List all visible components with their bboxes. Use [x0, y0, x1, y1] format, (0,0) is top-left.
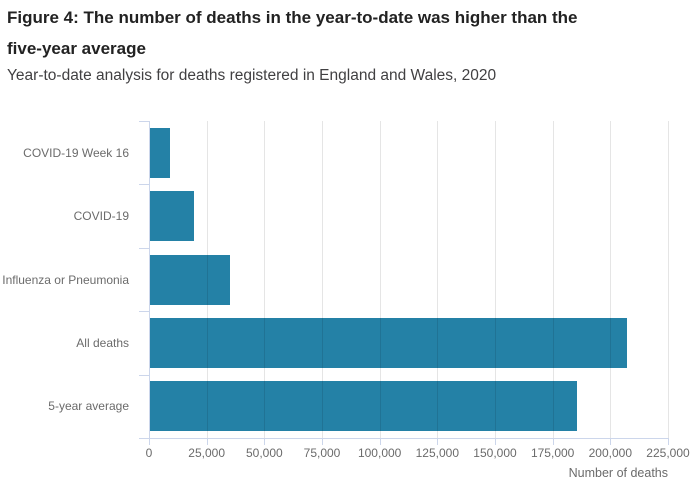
y-axis-line [149, 121, 150, 438]
bar-covid-19[interactable] [150, 191, 194, 242]
x-tick-label: 75,000 [303, 446, 341, 460]
category-tick [139, 121, 149, 122]
category-tick [139, 248, 149, 249]
category-tick [139, 375, 149, 376]
category-tick [139, 184, 149, 185]
gridline [206, 121, 208, 438]
x-axis-tick [322, 439, 323, 445]
x-axis-line [149, 438, 669, 439]
x-axis-title: Number of deaths [568, 466, 668, 480]
category-label: 5-year average [48, 399, 129, 414]
plot-area [139, 121, 669, 445]
gridline [668, 121, 669, 438]
x-axis-tick [552, 439, 554, 445]
x-tick-label: 25,000 [188, 446, 226, 460]
bar-influenza-or-pneumonia[interactable] [150, 254, 230, 305]
x-axis-tick [379, 439, 381, 445]
gridline [610, 121, 612, 438]
bar-all-deaths[interactable] [150, 317, 628, 368]
gridline [495, 121, 496, 438]
x-tick-label: 50,000 [245, 446, 283, 460]
gridline [437, 121, 439, 438]
category-tick [139, 438, 149, 439]
gridline [322, 121, 323, 438]
x-tick-label: 0 [145, 446, 153, 460]
x-axis-tick [437, 439, 439, 445]
x-tick-label: 175,000 [530, 446, 575, 460]
bar-5-year-average[interactable] [150, 381, 577, 432]
category-tick [139, 311, 149, 312]
x-axis-tick [149, 439, 150, 445]
gridline [379, 121, 381, 438]
category-axis-labels: COVID-19 Week 16 COVID-19 Influenza or Pne… [0, 121, 139, 438]
gridline [552, 121, 554, 438]
category-label: Influenza or Pneumonia [2, 272, 129, 287]
x-axis-tick [610, 439, 612, 445]
gridline [264, 121, 266, 438]
x-tick-label: 150,000 [473, 446, 517, 460]
value-axis-labels: 0 25,000 50,000 75,000 100,000 125,000 150,000… [145, 446, 690, 462]
category-label: All deaths [76, 335, 129, 350]
x-tick-label: 125,000 [415, 446, 460, 460]
category-label: COVID-19 [73, 209, 129, 224]
chart-title: Figure 4: The number of deaths in the ye… [7, 8, 578, 58]
x-tick-label: 225,000 [646, 446, 690, 460]
x-tick-label: 100,000 [357, 446, 402, 460]
x-axis-tick [668, 439, 669, 445]
x-axis-tick [495, 439, 496, 445]
x-axis-tick [206, 439, 208, 445]
chart-subtitle: Year-to-date analysis for deaths registe… [7, 67, 497, 84]
x-tick-label: 200,000 [588, 446, 633, 460]
category-label: COVID-19 Week 16 [23, 145, 129, 160]
bar-covid-19-week-16[interactable] [150, 127, 171, 178]
x-axis-tick [264, 439, 266, 445]
